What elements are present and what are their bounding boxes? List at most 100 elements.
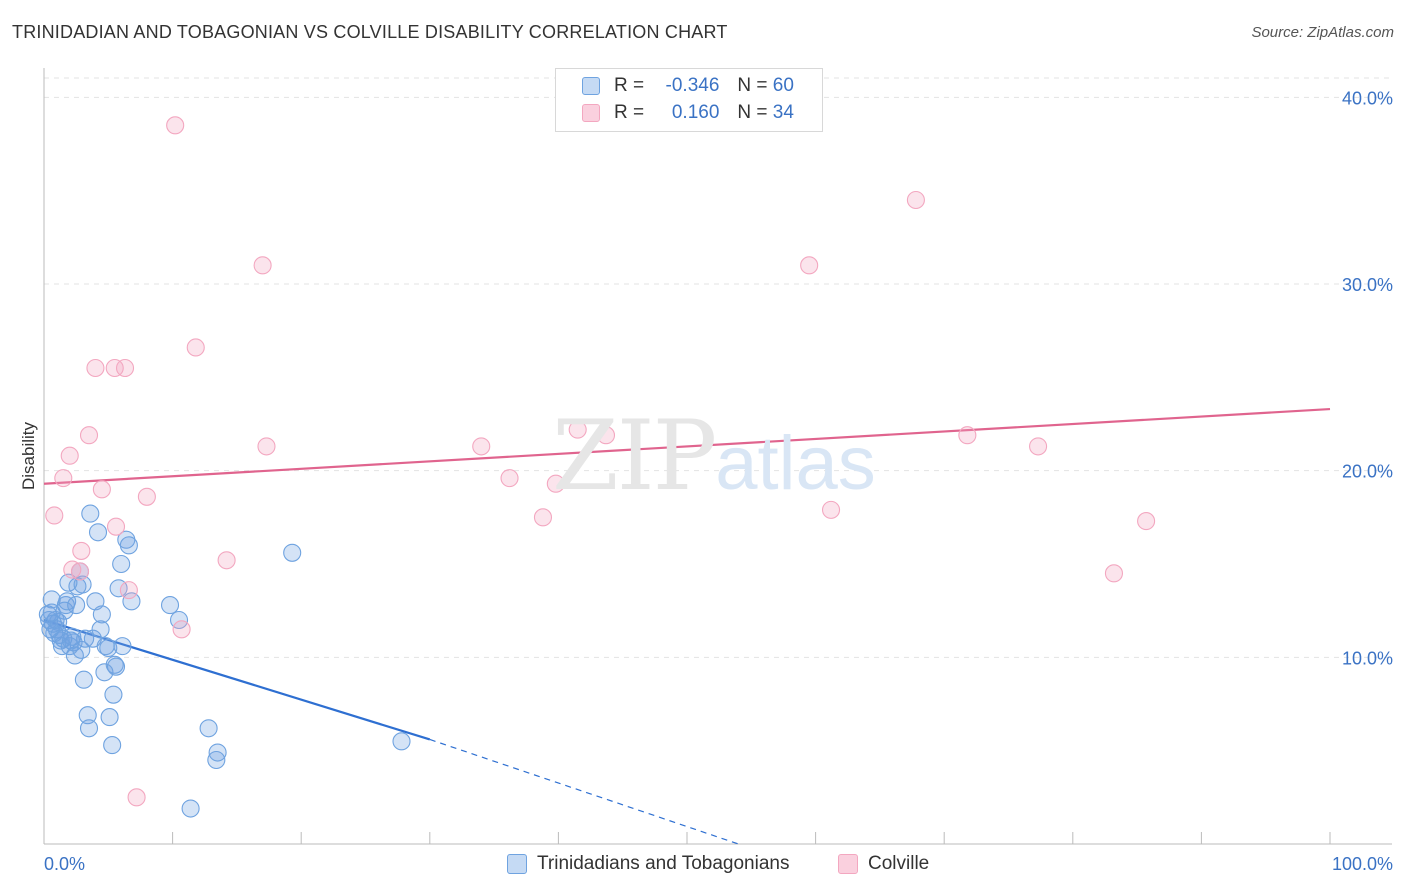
point-colville (172, 620, 191, 639)
point-trinidadian (61, 631, 81, 650)
legend-swatch-blue (582, 77, 600, 95)
point-colville (596, 426, 616, 445)
chart-title: TRINIDADIAN AND TOBAGONIAN VS COLVILLE D… (12, 22, 728, 42)
point-colville (1029, 437, 1048, 456)
point-colville (568, 420, 587, 439)
x-tick-label: 0.0% (44, 854, 85, 874)
point-trinidadian (100, 708, 119, 727)
point-trinidadian (106, 657, 126, 676)
point-trinidadian (160, 596, 180, 615)
point-trinidadian (72, 640, 91, 659)
point-colville (60, 446, 79, 465)
point-trinidadian (392, 732, 411, 751)
point-colville (800, 256, 819, 275)
point-trinidadian (76, 629, 95, 648)
legend-swatch-pink (582, 104, 600, 122)
stats-legend: R = -0.346 N = 60 R = 0.160 N = 34 (555, 68, 823, 132)
point-trinidadian (122, 592, 141, 611)
grid-lines (44, 77, 1392, 658)
point-trinidadian (112, 554, 131, 574)
point-trinidadian (42, 603, 61, 622)
point-trinidadian (283, 543, 302, 562)
point-trinidadian (181, 799, 200, 818)
y-tick-label: 10.0% (1342, 648, 1393, 668)
data-points (38, 116, 1156, 818)
point-trinidadian (49, 612, 68, 631)
tick-labels: 10.0% 20.0% 30.0% 40.0% 0.0% 100.0% Disability (19, 88, 1393, 874)
point-trinidadian (67, 596, 86, 615)
series-legend-trinidadian: Trinidadians and Tobagonians (507, 851, 789, 877)
point-trinidadian (103, 736, 122, 755)
series-name-colville: Colville (868, 853, 930, 874)
point-trinidadian (52, 637, 72, 656)
point-trinidadian (79, 719, 99, 738)
point-colville (119, 581, 138, 600)
y-tick-label: 30.0% (1342, 275, 1393, 295)
legend-r-value: -0.346 (665, 75, 720, 96)
point-colville (533, 508, 553, 527)
point-colville (166, 116, 185, 135)
point-trinidadian (104, 685, 123, 704)
legend-r-label: R = (614, 75, 645, 96)
point-colville (54, 469, 73, 488)
point-trinidadian (86, 592, 105, 611)
point-trinidadian (91, 620, 110, 639)
point-colville (186, 338, 205, 357)
point-trinidadian (99, 638, 118, 658)
legend-n-value: 34 (772, 102, 794, 123)
point-trinidadian (78, 706, 97, 725)
legend-row-colville: R = 0.160 N = 34 (582, 100, 794, 126)
series-swatch-blue (507, 854, 527, 874)
watermark-zip: ZIP (552, 400, 717, 512)
legend-n-label: N = (737, 75, 768, 96)
point-colville (546, 474, 565, 493)
point-colville (137, 487, 156, 506)
point-trinidadian (95, 663, 114, 682)
series-name-trinidadian: Trinidadians and Tobagonians (537, 853, 790, 874)
trend-line-colville (43, 407, 1331, 485)
point-trinidadian (88, 523, 108, 542)
point-colville (472, 437, 491, 456)
point-trinidadian (81, 504, 100, 523)
point-colville (63, 560, 82, 579)
point-trinidadian (74, 670, 93, 689)
legend-n-label: N = (737, 102, 768, 123)
point-trinidadian (119, 536, 138, 555)
point-colville (500, 469, 519, 488)
point-colville (86, 358, 105, 378)
point-colville (1104, 564, 1124, 583)
y-axis-label: Disability (19, 421, 38, 490)
point-trinidadian (199, 719, 218, 738)
point-colville (257, 437, 276, 456)
point-colville (958, 426, 977, 445)
legend-r-label: R = (614, 102, 645, 123)
point-trinidadian (207, 750, 226, 770)
point-colville (79, 426, 99, 445)
point-colville (115, 358, 135, 378)
point-colville (1137, 512, 1156, 531)
watermark: ZIPatlas (552, 400, 876, 512)
point-colville (253, 256, 272, 275)
point-trinidadian (208, 743, 227, 762)
point-colville (92, 480, 111, 499)
point-colville (105, 358, 124, 378)
chart-source: Source: ZipAtlas.com (1251, 24, 1394, 41)
legend-row-trinidadian: R = -0.346 N = 60 (582, 73, 794, 99)
point-colville (72, 541, 91, 560)
axes (43, 68, 1392, 845)
point-trinidadian (58, 592, 77, 611)
point-trinidadian (113, 637, 132, 656)
point-colville (821, 500, 841, 519)
watermark-atlas: atlas (715, 421, 876, 506)
point-colville (906, 190, 925, 210)
point-colville (106, 517, 126, 536)
x-tick-label: 100.0% (1332, 854, 1393, 874)
point-trinidadian (54, 629, 73, 648)
series-legend-colville: Colville (838, 851, 929, 877)
point-colville (45, 506, 64, 525)
point-trinidadian (92, 605, 111, 624)
point-colville (217, 551, 236, 570)
trend-line-trinidadian-extension (429, 738, 739, 845)
legend-r-value: 0.160 (671, 102, 720, 123)
